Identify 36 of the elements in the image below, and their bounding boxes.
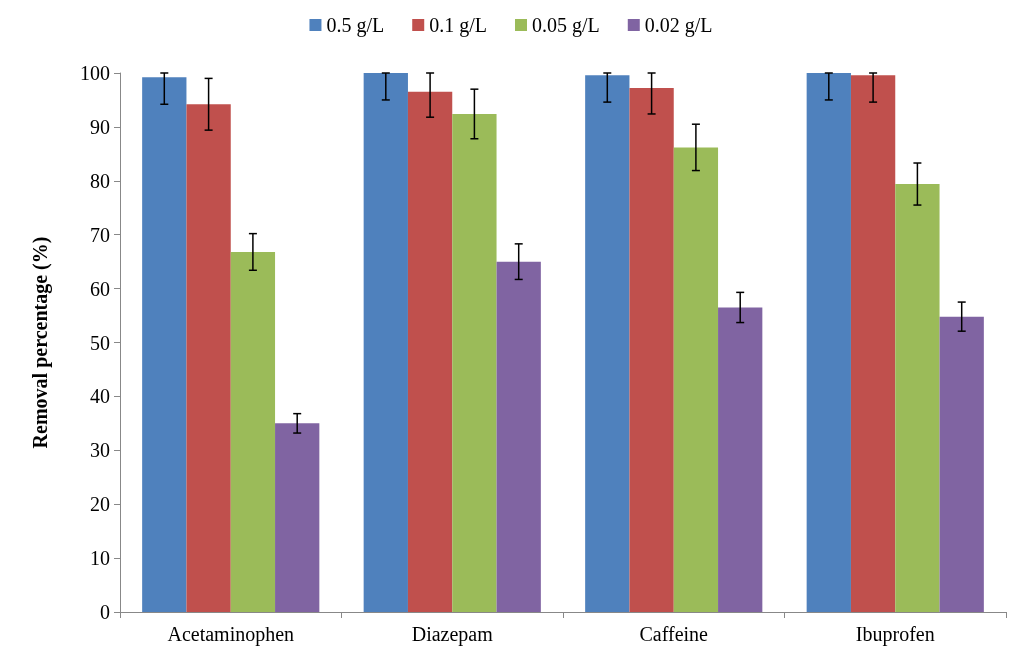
y-axis-title: Removal percentage (%) <box>29 236 52 449</box>
bar <box>939 316 984 612</box>
bar <box>230 251 276 612</box>
bar <box>806 73 851 612</box>
bar <box>275 423 320 612</box>
legend-label: 0.5 g/L <box>326 14 385 37</box>
bar <box>718 307 763 612</box>
y-tick-label: 90 <box>90 115 110 138</box>
y-tick-label: 60 <box>90 277 110 300</box>
y-tick-label: 20 <box>90 493 110 516</box>
y-tick-label: 50 <box>90 331 110 354</box>
y-tick-label: 100 <box>80 62 110 84</box>
y-tick-label: 0 <box>100 601 110 623</box>
legend-label: 0.05 g/L <box>532 14 600 37</box>
bar <box>629 88 674 612</box>
x-tick-label: Diazepam <box>411 623 494 646</box>
x-tick-label: Acetaminophen <box>167 623 295 646</box>
bar <box>895 184 940 612</box>
y-tick-label: 30 <box>90 439 110 462</box>
bar <box>673 147 719 612</box>
bar <box>496 261 541 612</box>
y-tick-label: 10 <box>90 547 110 570</box>
bar <box>585 75 630 612</box>
bar <box>850 75 896 612</box>
legend-label: 0.1 g/L <box>429 14 488 37</box>
bar <box>142 77 187 612</box>
bar <box>186 104 231 612</box>
legend-label: 0.02 g/L <box>644 14 713 37</box>
x-tick-label: Ibuprofen <box>855 623 935 646</box>
x-tick-label: Caffeine <box>639 623 709 645</box>
bar <box>452 113 497 612</box>
y-tick-label: 70 <box>90 223 110 246</box>
bar <box>407 91 453 612</box>
y-tick-label: 40 <box>90 385 110 408</box>
y-tick-label: 80 <box>90 169 110 192</box>
bar <box>363 73 408 612</box>
